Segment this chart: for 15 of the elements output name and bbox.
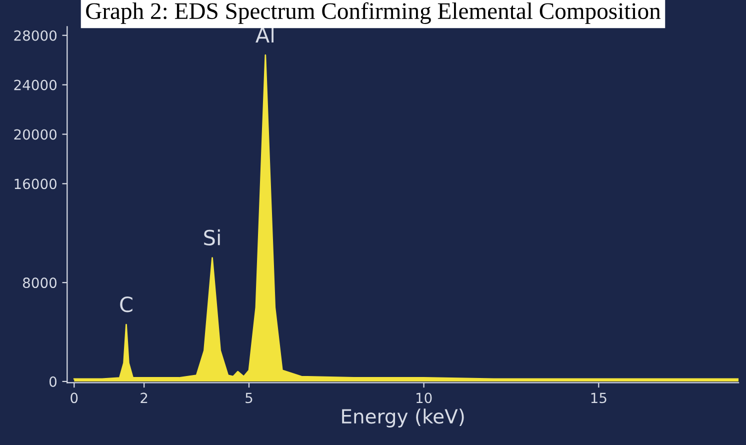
y-tick-label: 24000 xyxy=(14,80,56,90)
y-tick-label: 8000 xyxy=(23,278,56,288)
x-tick-label: 15 xyxy=(591,392,606,404)
x-tick-label: 5 xyxy=(246,392,252,404)
x-tick-label: 2 xyxy=(140,392,148,403)
chart-title: Graph 2: EDS Spectrum Confirming Elemental Composition xyxy=(86,2,661,24)
annotation: C xyxy=(120,296,132,312)
y-tick-label: 28000 xyxy=(14,30,56,41)
y-tick-label: 20000 xyxy=(14,129,56,140)
x-tick-label: 0 xyxy=(70,392,78,404)
y-tick-label: 16000 xyxy=(14,178,56,190)
x-tick-label: 10 xyxy=(416,392,432,404)
annotation: Si xyxy=(204,229,220,246)
y-tick-label: 0 xyxy=(49,376,56,387)
x-axis-title: Energy (keV) xyxy=(342,408,464,428)
